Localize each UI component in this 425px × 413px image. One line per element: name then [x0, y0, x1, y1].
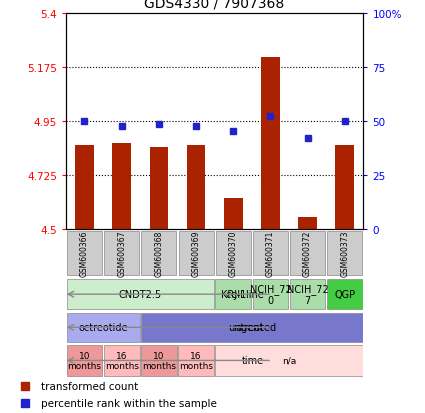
Bar [178, 231, 213, 276]
Text: cell line: cell line [226, 290, 264, 299]
Bar [327, 231, 362, 276]
Bar [253, 231, 288, 276]
Bar [112, 143, 131, 229]
Bar [215, 345, 363, 376]
Text: agent: agent [235, 323, 264, 332]
Text: octreotide: octreotide [78, 323, 128, 332]
Text: CNDT2.5: CNDT2.5 [119, 290, 162, 299]
Text: GSM600372: GSM600372 [303, 230, 312, 277]
Text: transformed count: transformed count [41, 381, 139, 391]
Bar [216, 231, 251, 276]
Text: QGP: QGP [334, 290, 355, 299]
Bar [104, 345, 139, 376]
Text: 16
months: 16 months [105, 351, 139, 370]
Text: time: time [241, 356, 264, 366]
Text: NCIH_72
7: NCIH_72 7 [287, 283, 329, 306]
Bar [67, 313, 139, 342]
Bar [290, 279, 326, 310]
Bar [327, 279, 363, 310]
Bar [261, 57, 280, 229]
Text: 16
months: 16 months [179, 351, 213, 370]
Text: GSM600370: GSM600370 [229, 230, 238, 277]
Bar [67, 231, 102, 276]
Bar [150, 148, 168, 229]
Text: GSM600368: GSM600368 [154, 230, 163, 277]
Bar [67, 345, 102, 376]
Bar [290, 231, 325, 276]
Bar [141, 345, 177, 376]
Bar [67, 279, 214, 310]
Bar [224, 198, 243, 229]
Bar [215, 279, 251, 310]
Text: KRJ-1: KRJ-1 [221, 290, 246, 299]
Bar [142, 231, 176, 276]
Title: GDS4330 / 7907368: GDS4330 / 7907368 [144, 0, 285, 10]
Text: GSM600366: GSM600366 [80, 230, 89, 277]
Bar [178, 345, 214, 376]
Text: 10
months: 10 months [68, 351, 102, 370]
Text: untreated: untreated [228, 323, 276, 332]
Bar [104, 231, 139, 276]
Text: GSM600369: GSM600369 [192, 230, 201, 277]
Text: GSM600373: GSM600373 [340, 230, 349, 277]
Bar [335, 146, 354, 229]
Bar [252, 279, 288, 310]
Bar [187, 146, 205, 229]
Bar [141, 313, 363, 342]
Text: NCIH_72
0: NCIH_72 0 [249, 283, 291, 306]
Text: GSM600367: GSM600367 [117, 230, 126, 277]
Bar [75, 146, 94, 229]
Text: 10
months: 10 months [142, 351, 176, 370]
Bar [298, 217, 317, 229]
Text: percentile rank within the sample: percentile rank within the sample [41, 398, 217, 408]
Text: n/a: n/a [282, 356, 296, 365]
Text: GSM600371: GSM600371 [266, 230, 275, 277]
